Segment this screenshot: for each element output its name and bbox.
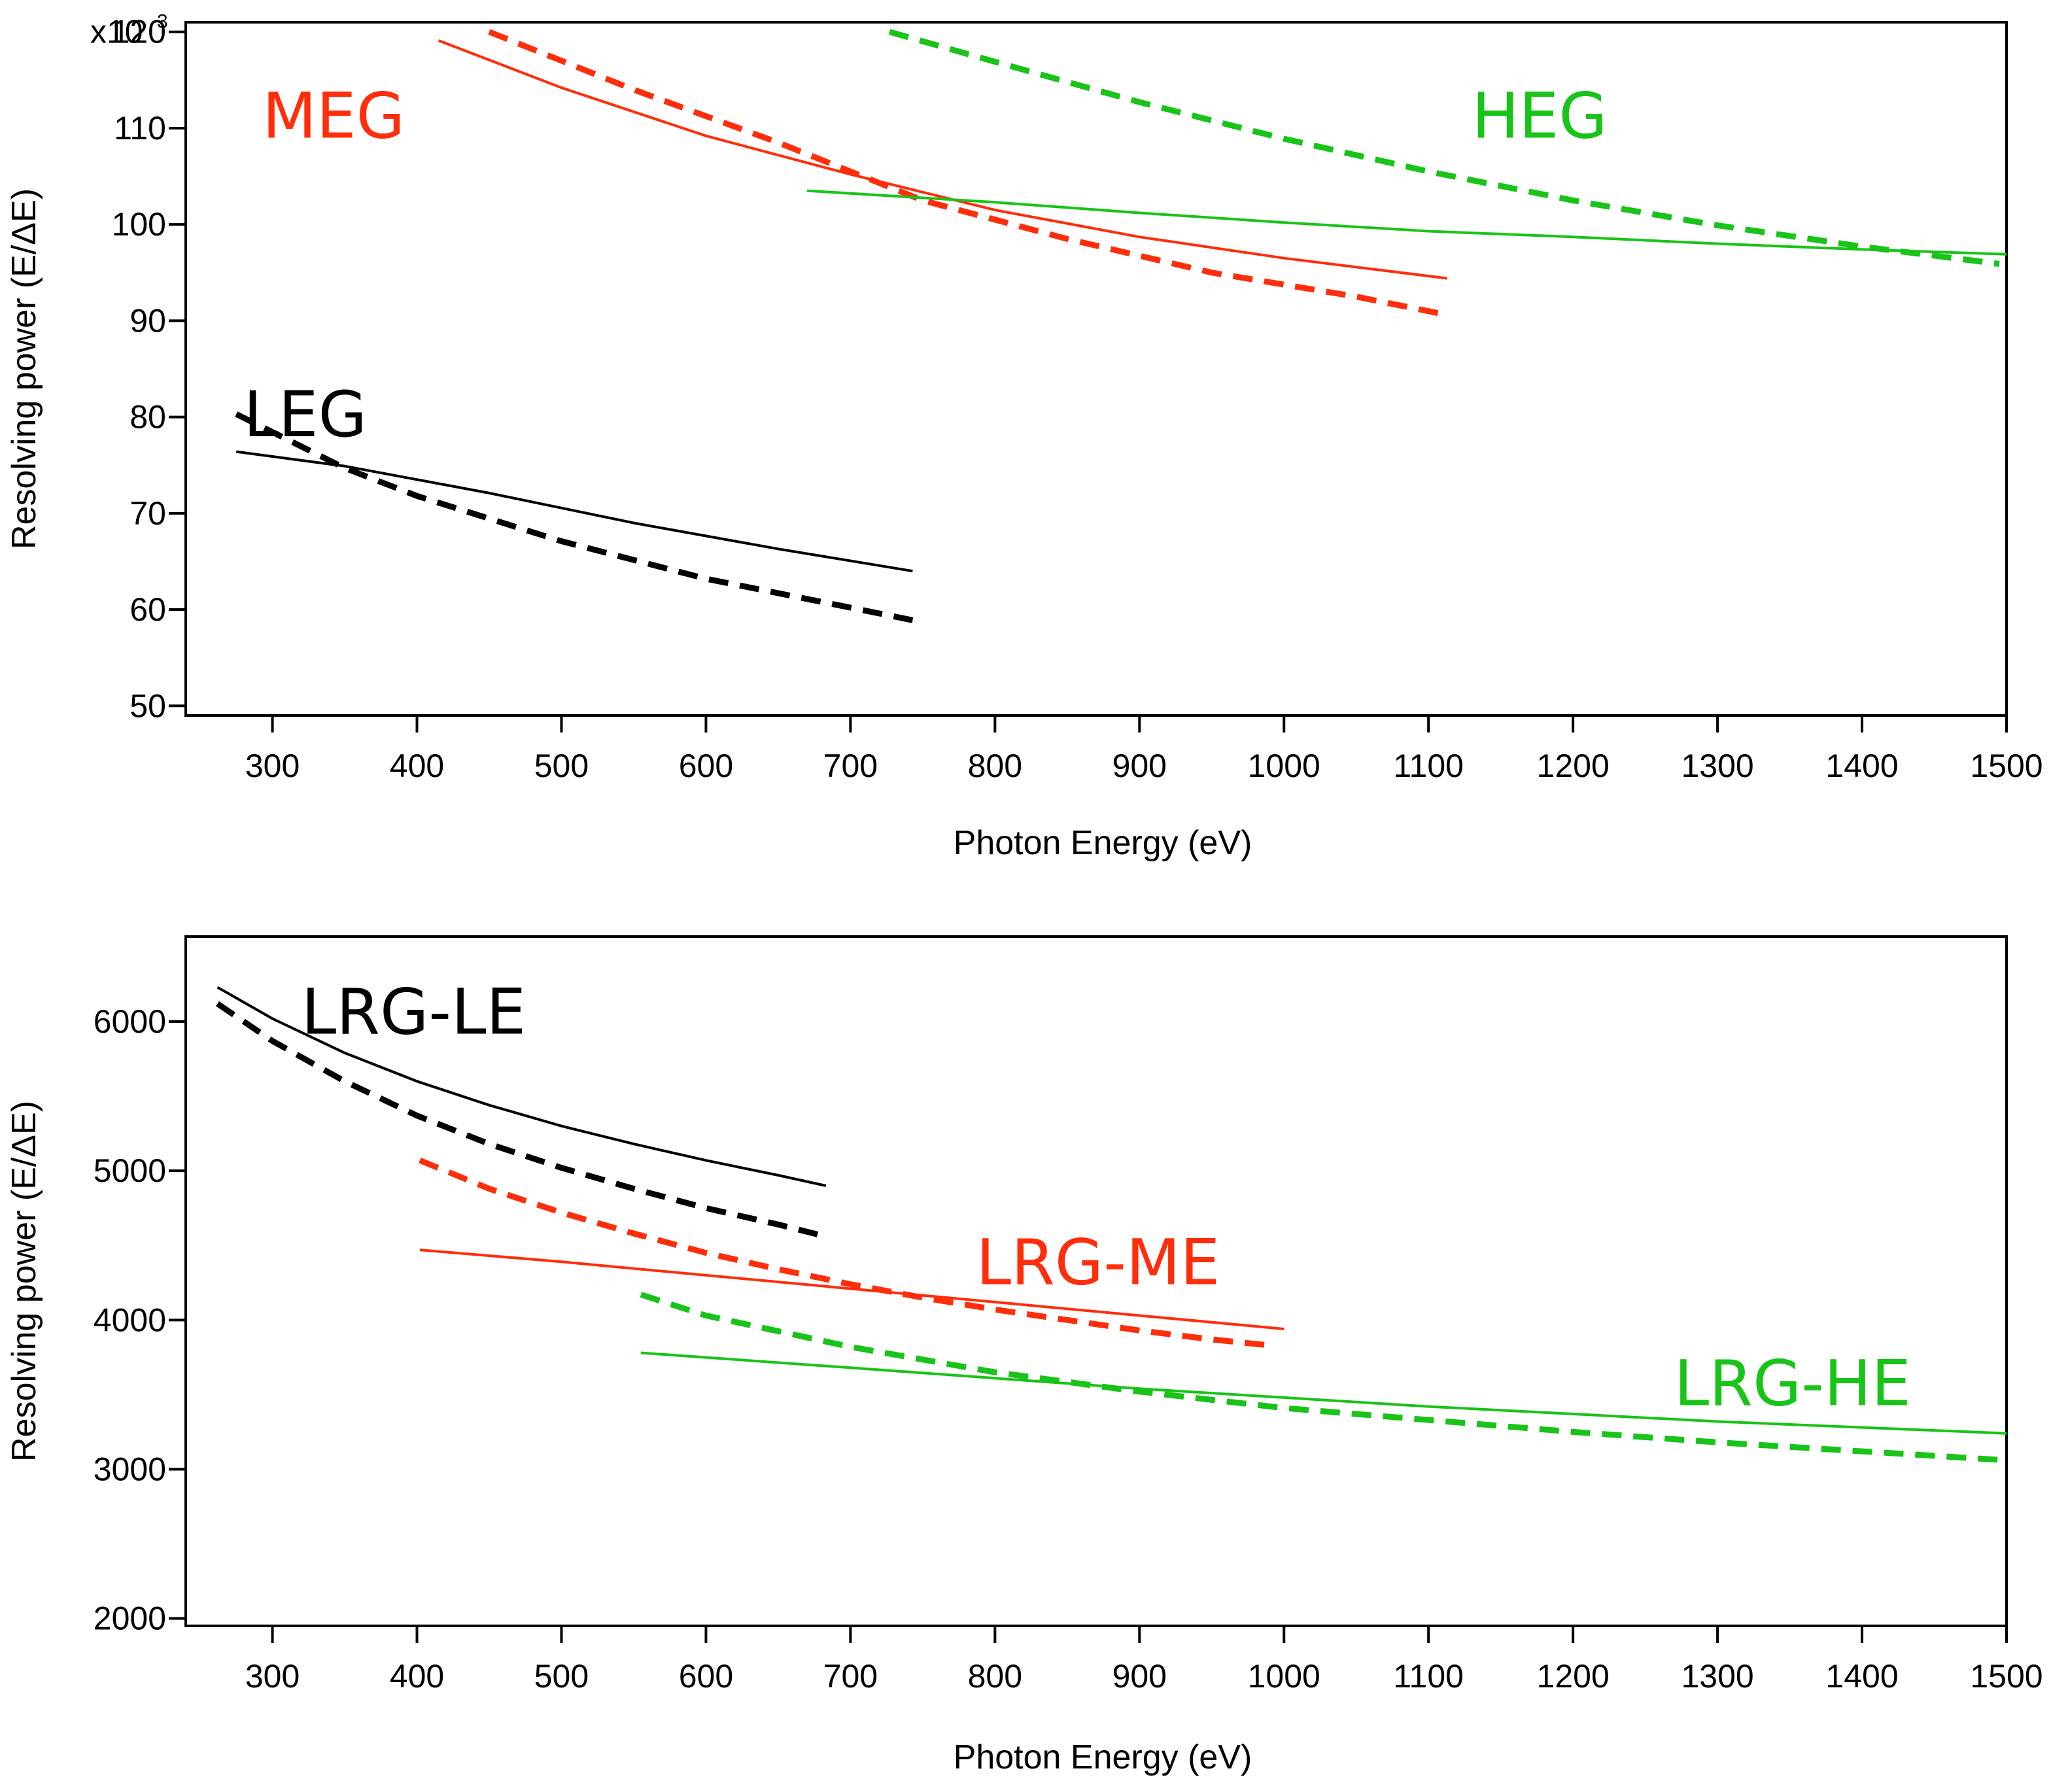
y-axis-multiplier: x10 [90,14,143,50]
x-axis-title: Photon Energy (eV) [954,824,1252,862]
series-label-leg: LEG [243,378,367,451]
x-tick-label-1200: 1200 [1537,748,1610,784]
x-axis-title: Photon Energy (eV) [954,1738,1252,1776]
x-tick-label-1000: 1000 [1248,748,1320,784]
x-tick-label-1300: 1300 [1681,748,1753,784]
x-tick-label-500: 500 [534,1658,589,1695]
y-tick-label-110: 110 [114,110,166,146]
y-tick-label-6000: 6000 [94,1003,166,1040]
series-label-lrg-me: LRG-ME [976,1226,1220,1300]
y-tick-label-60: 60 [129,591,166,628]
y-axis-title: Resolving power (E/ΔE) [5,188,43,549]
series-lrg-le-dashed-line [216,1001,827,1239]
x-tick-label-1500: 1500 [1970,1658,2042,1695]
x-tick-label-800: 800 [968,1658,1022,1695]
series-meg-solid-line [438,39,1448,280]
y-tick-label-3000: 3000 [94,1451,166,1487]
x-tick-label-1400: 1400 [1825,748,1898,784]
x-tick-label-800: 800 [968,748,1022,784]
plot-frame [184,935,2008,1627]
x-tick-label-400: 400 [390,748,444,784]
series-lrg-me-solid-line [419,1249,1284,1330]
series-leg-solid-line [236,450,913,573]
y-tick-label-80: 80 [129,399,166,436]
x-tick-label-900: 900 [1112,748,1167,784]
x-tick-label-300: 300 [245,748,300,784]
x-tick-label-1100: 1100 [1393,748,1464,784]
chart-bottom-resolving-power: 300 400 500 600 700 800 900 1000 1100 1200 1300 140… [5,935,2043,1776]
x-tick-label-400: 400 [390,1658,444,1695]
x-tick-label-1100: 1100 [1393,1658,1464,1695]
series-lrg-he-solid-line [640,1351,2007,1435]
series-leg-dashed-line [235,411,914,623]
y-tick-label-70: 70 [129,495,166,532]
series-label-lrg-le: LRG-LE [302,975,526,1048]
y-tick-label-4000: 4000 [94,1301,166,1338]
x-tick-label-600: 600 [679,1658,733,1695]
series-lrg-le-solid-line [216,986,827,1187]
series-lrg-he-dashed-line [640,1292,2007,1464]
y-tick-label-90: 90 [129,302,166,339]
x-tick-label-700: 700 [823,748,878,784]
x-tick-label-600: 600 [679,748,733,784]
x-tick-label-1200: 1200 [1537,1658,1610,1695]
x-tick-label-900: 900 [1112,1658,1167,1695]
y-axis-multiplier-exponent: 3 [157,11,168,33]
series-label-lrg-he: LRG-HE [1674,1347,1911,1420]
y-axis-title: Resolving power (E/ΔE) [5,1101,43,1462]
series-lrg-me-dashed-line [419,1158,1270,1349]
y-tick-label-100: 100 [112,206,166,243]
series-heg-dashed-line [888,29,2000,267]
y-tick-label-2000: 2000 [94,1600,166,1637]
y-tick-label-50: 50 [129,687,166,724]
y-tick-label-120: 120 [112,14,166,50]
series-label-meg: MEG [262,80,405,153]
series-meg-dashed-line [488,29,1448,319]
x-tick-label-300: 300 [245,1658,300,1695]
plot-frame [184,21,2008,717]
y-tick-label-5000: 5000 [94,1152,166,1189]
x-tick-label-1400: 1400 [1825,1658,1898,1695]
chart-top-resolving-power: 300 400 500 600 700 800 900 1000 1100 1200 1300 140… [5,11,2043,862]
x-tick-label-1300: 1300 [1681,1658,1753,1695]
x-tick-label-500: 500 [534,748,589,784]
series-heg-solid-line [806,189,2007,256]
x-tick-label-1500: 1500 [1970,748,2042,784]
x-tick-label-700: 700 [823,1658,878,1695]
series-label-heg: HEG [1472,80,1607,153]
x-tick-label-1000: 1000 [1248,1658,1320,1695]
